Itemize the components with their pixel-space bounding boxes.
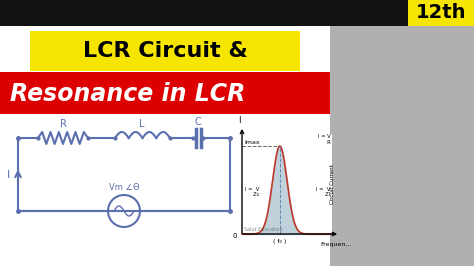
Text: ( f₀ ): ( f₀ ) bbox=[273, 239, 286, 244]
FancyBboxPatch shape bbox=[5, 116, 240, 246]
FancyBboxPatch shape bbox=[30, 31, 300, 71]
Text: LCR Circuit &: LCR Circuit & bbox=[82, 41, 247, 61]
Text: I = V
     R: I = V R bbox=[318, 134, 331, 145]
Text: I =  V
     Zc: I = V Zc bbox=[245, 187, 260, 197]
FancyBboxPatch shape bbox=[0, 72, 330, 114]
Text: 12th: 12th bbox=[416, 3, 466, 23]
Text: C: C bbox=[195, 117, 201, 127]
FancyBboxPatch shape bbox=[330, 0, 474, 266]
Text: L: L bbox=[139, 119, 145, 129]
Text: Imax: Imax bbox=[244, 140, 260, 145]
FancyBboxPatch shape bbox=[0, 0, 474, 26]
Text: Resonance in LCR: Resonance in LCR bbox=[10, 82, 246, 106]
Text: Circuit Current: Circuit Current bbox=[330, 164, 335, 204]
Text: Vm ∠Θ: Vm ∠Θ bbox=[109, 183, 139, 192]
Text: Salut Education: Salut Education bbox=[244, 227, 283, 232]
Text: I: I bbox=[238, 116, 240, 125]
FancyBboxPatch shape bbox=[242, 134, 332, 234]
Text: I =  V
     Zl: I = V Zl bbox=[316, 187, 330, 197]
Text: I: I bbox=[7, 169, 10, 180]
Text: Frequen...: Frequen... bbox=[320, 242, 352, 247]
Text: 0: 0 bbox=[233, 233, 237, 239]
FancyBboxPatch shape bbox=[408, 0, 474, 26]
Text: R: R bbox=[60, 119, 66, 129]
